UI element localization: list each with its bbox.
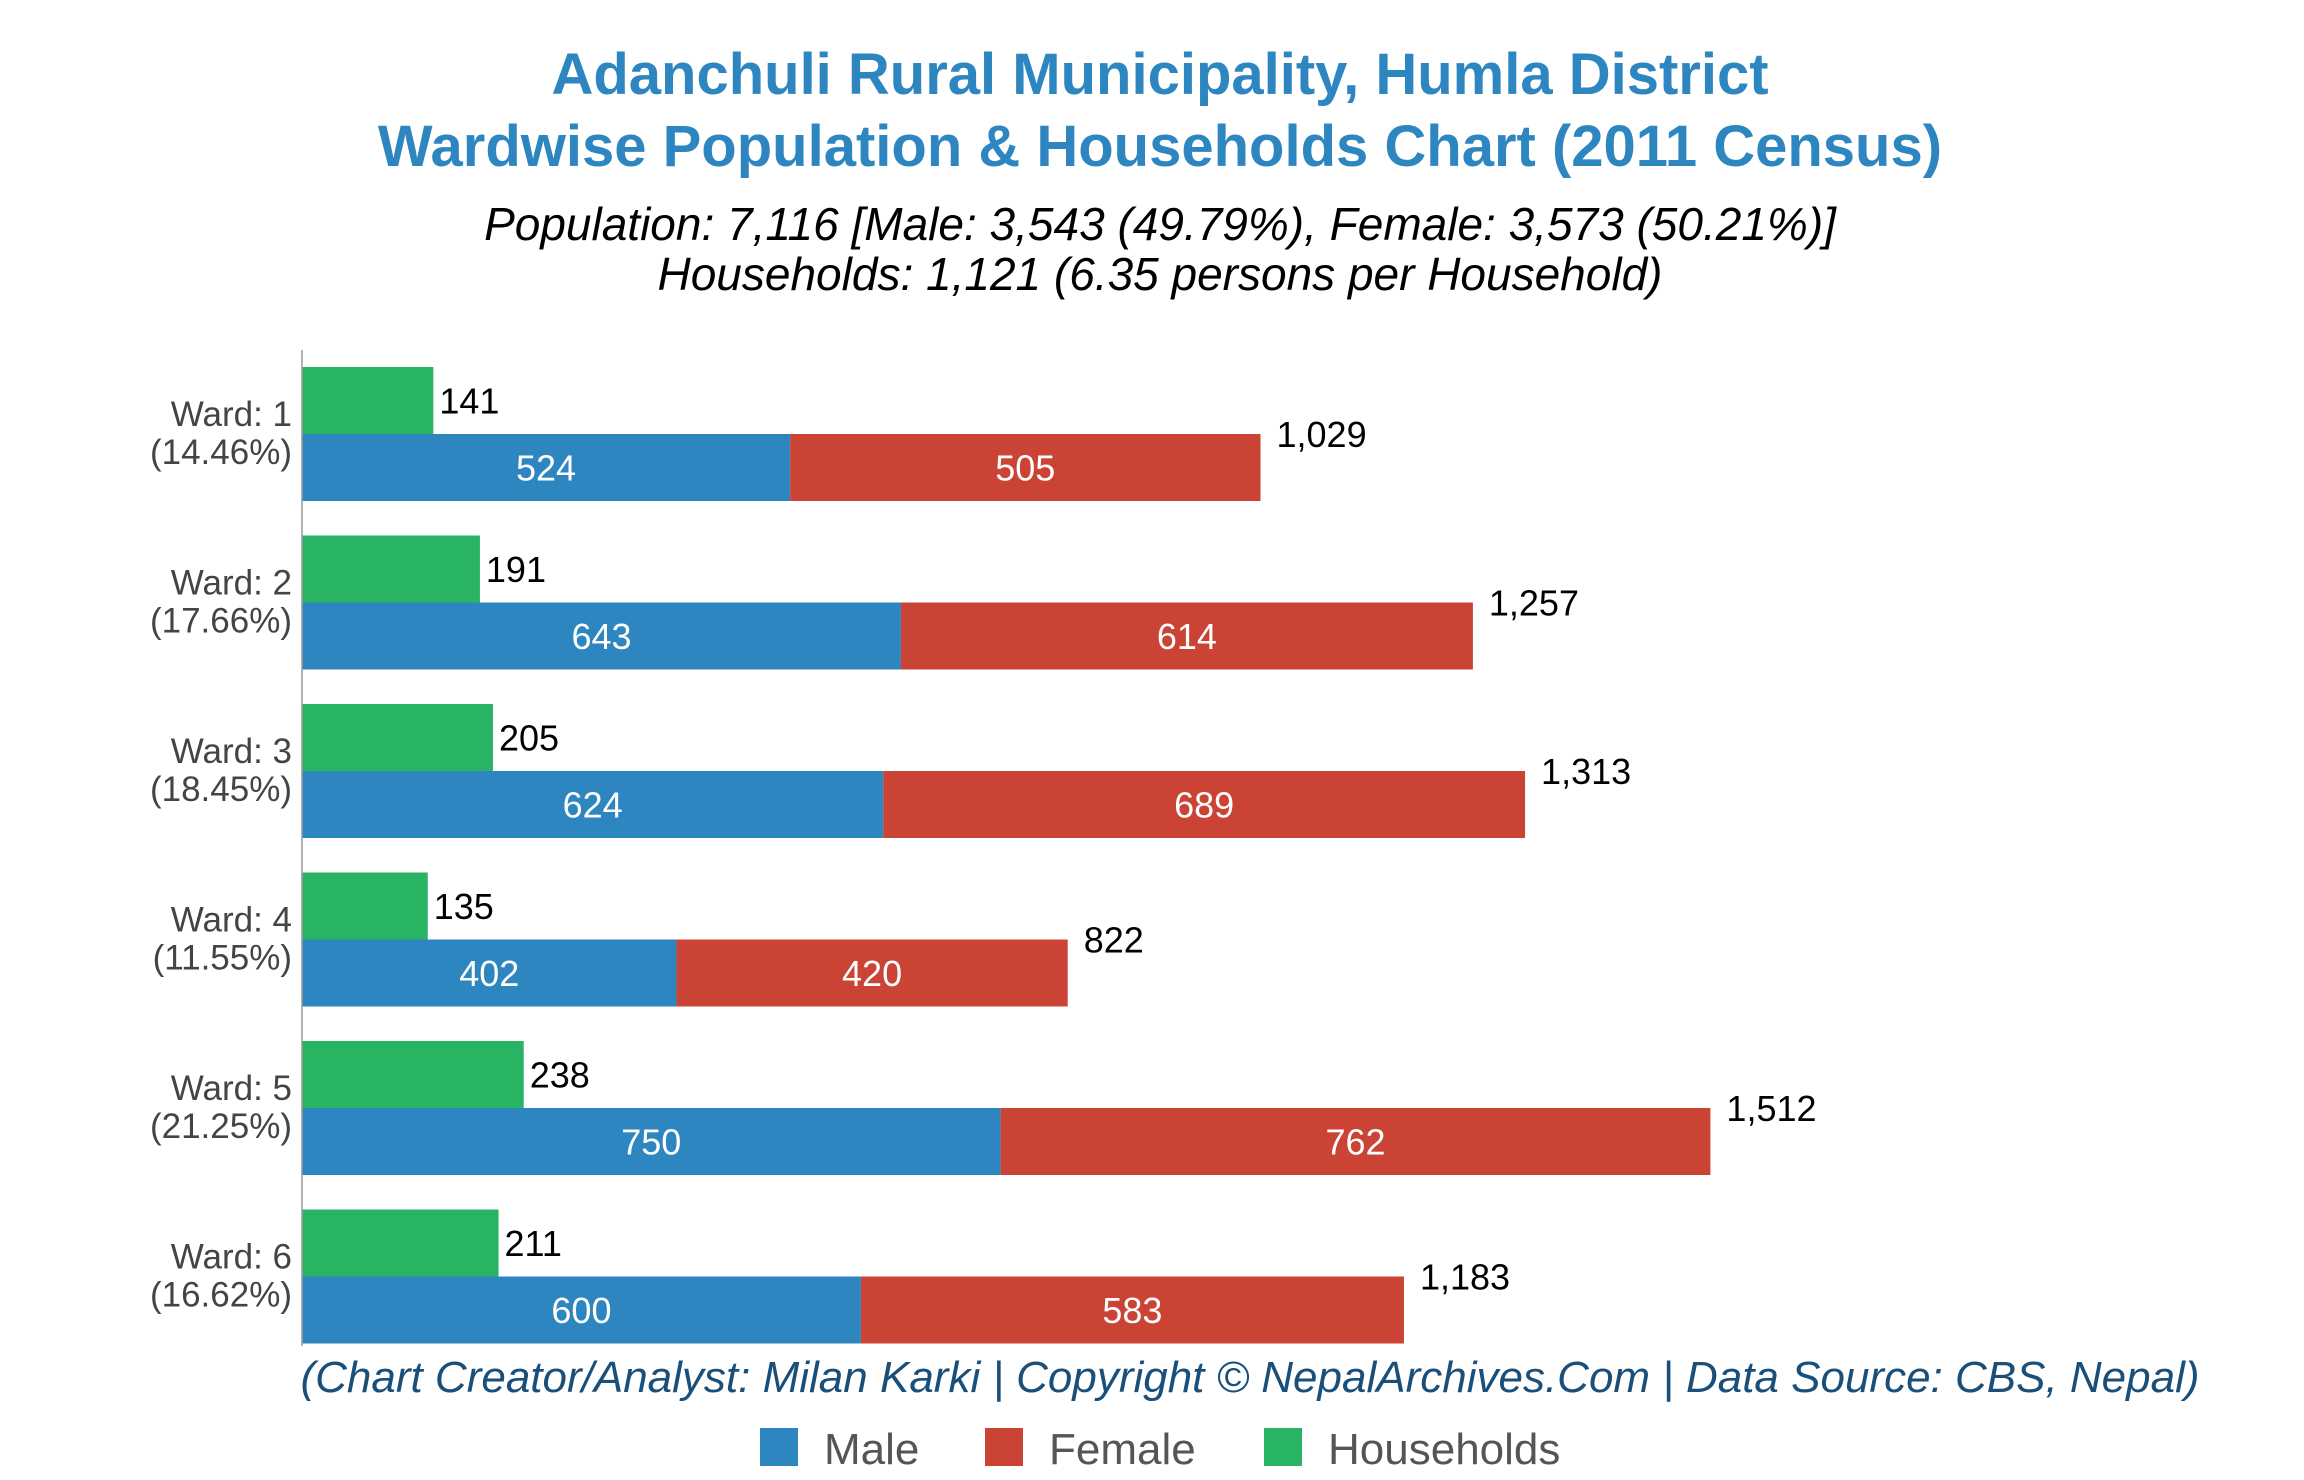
label-male: 402 bbox=[459, 953, 519, 994]
y-tick-label: Ward: 1 bbox=[171, 395, 292, 434]
bar-female bbox=[883, 771, 1526, 838]
bar-households bbox=[302, 535, 480, 603]
y-tick-share: (14.46%) bbox=[150, 433, 292, 472]
y-tick-label: Ward: 2 bbox=[171, 564, 292, 603]
label-households: 205 bbox=[499, 718, 559, 759]
bar-households bbox=[302, 367, 434, 434]
bar-male bbox=[302, 1276, 861, 1344]
bar-female bbox=[790, 434, 1261, 501]
label-female: 420 bbox=[842, 953, 902, 994]
label-total: 1,183 bbox=[1420, 1257, 1510, 1298]
label-female: 583 bbox=[1102, 1290, 1162, 1331]
chart-footer: (Chart Creator/Analyst: Milan Karki | Co… bbox=[300, 1353, 2199, 1402]
legend-label-households: Households bbox=[1328, 1425, 1560, 1474]
y-tick-label: Ward: 4 bbox=[171, 901, 292, 940]
label-households: 211 bbox=[505, 1223, 562, 1264]
legend-label-male: Male bbox=[824, 1425, 919, 1474]
legend: Male Female Households bbox=[760, 1425, 1560, 1474]
legend-label-female: Female bbox=[1049, 1425, 1196, 1474]
label-male: 643 bbox=[571, 616, 631, 657]
label-male: 600 bbox=[551, 1290, 611, 1331]
bar-households bbox=[302, 872, 428, 940]
label-female: 762 bbox=[1325, 1122, 1385, 1163]
label-total: 1,313 bbox=[1541, 751, 1631, 792]
y-tick-share: (17.66%) bbox=[150, 602, 292, 641]
legend-swatch-male bbox=[760, 1428, 798, 1466]
chart-title-line-2: Wardwise Population & Households Chart (… bbox=[378, 114, 1942, 179]
label-female: 689 bbox=[1174, 785, 1234, 826]
label-total: 1,257 bbox=[1489, 583, 1579, 624]
y-tick-share: (16.62%) bbox=[150, 1276, 292, 1315]
label-total: 1,512 bbox=[1726, 1088, 1816, 1129]
label-households: 191 bbox=[486, 549, 546, 590]
bar-male bbox=[302, 602, 901, 670]
bar-households bbox=[302, 1209, 499, 1277]
legend-swatch-households bbox=[1264, 1428, 1302, 1466]
label-female: 505 bbox=[995, 448, 1055, 489]
bar-female bbox=[900, 602, 1473, 670]
y-tick-label: Ward: 5 bbox=[171, 1069, 292, 1108]
label-households: 141 bbox=[439, 381, 499, 422]
y-tick-share: (21.25%) bbox=[150, 1107, 292, 1146]
label-households: 238 bbox=[530, 1055, 590, 1096]
chart-subtitle-line-2: Households: 1,121 (6.35 persons per Hous… bbox=[658, 248, 1663, 300]
bar-female bbox=[676, 939, 1068, 1007]
label-male: 524 bbox=[516, 448, 576, 489]
bar-male bbox=[302, 1108, 1001, 1175]
legend-swatch-female bbox=[985, 1428, 1023, 1466]
bar-female bbox=[860, 1276, 1404, 1344]
label-female: 614 bbox=[1157, 616, 1217, 657]
y-tick-share: (18.45%) bbox=[150, 770, 292, 809]
chart-title-line-1: Adanchuli Rural Municipality, Humla Dist… bbox=[551, 42, 1768, 107]
label-male: 750 bbox=[621, 1122, 681, 1163]
bar-households bbox=[302, 704, 493, 771]
label-households: 135 bbox=[434, 886, 494, 927]
y-tick-share: (11.55%) bbox=[153, 939, 292, 978]
chart-subtitle-line-1: Population: 7,116 [Male: 3,543 (49.79%),… bbox=[484, 198, 1837, 250]
bar-male bbox=[302, 434, 791, 501]
label-total: 822 bbox=[1084, 920, 1144, 961]
bar-male bbox=[302, 771, 884, 838]
bar-female bbox=[1000, 1108, 1711, 1175]
y-tick-label: Ward: 6 bbox=[171, 1238, 292, 1277]
label-male: 624 bbox=[563, 785, 623, 826]
bar-households bbox=[302, 1041, 524, 1108]
y-tick-label: Ward: 3 bbox=[171, 732, 292, 771]
plot-area: 141 524 505 1,029 Ward: 1(14.46%) 191 643 614 1,… bbox=[150, 367, 1817, 1344]
bar-male bbox=[302, 939, 677, 1007]
label-total: 1,029 bbox=[1277, 414, 1367, 455]
